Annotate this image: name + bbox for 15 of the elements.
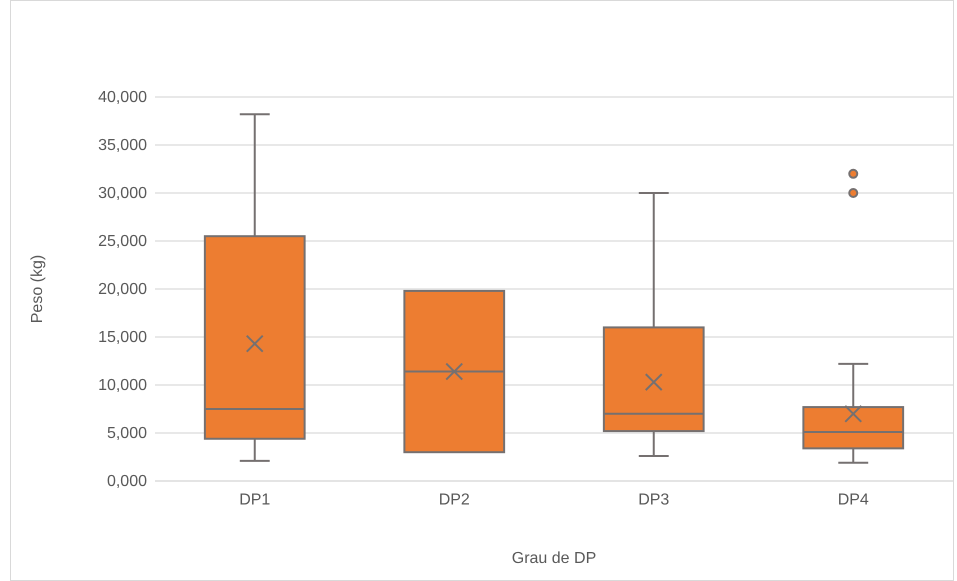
x-tick-label: DP3 <box>638 491 670 508</box>
y-tick-label: 0,000 <box>106 473 148 490</box>
y-tick-label: 10,000 <box>98 377 148 394</box>
y-tick-label: 25,000 <box>98 233 148 250</box>
x-tick-label: DP2 <box>438 491 470 508</box>
y-tick-label: 20,000 <box>98 281 148 298</box>
y-tick-label: 35,000 <box>98 137 148 154</box>
y-axis-title: Peso (kg) <box>29 254 46 324</box>
x-tick-label: DP4 <box>838 491 869 508</box>
y-tick-label: 5,000 <box>106 425 148 442</box>
y-tick-label: 30,000 <box>98 185 148 202</box>
y-tick-label: 15,000 <box>98 329 148 346</box>
y-tick-label: 40,000 <box>98 89 148 106</box>
x-axis-title: Grau de DP <box>512 550 596 567</box>
x-tick-label: DP1 <box>239 491 270 508</box>
